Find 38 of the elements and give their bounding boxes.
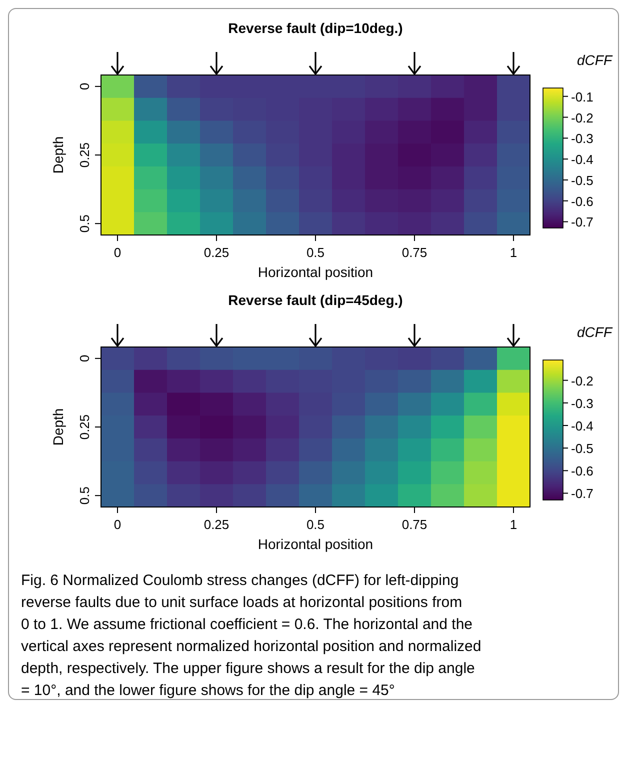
color-bar-label: -0.7: [571, 214, 594, 230]
color-bar-label: -0.2: [571, 110, 594, 126]
color-bar-label: -0.2: [571, 373, 594, 388]
color-bar-title: dCFF: [577, 324, 614, 340]
x-tick-label: 0.25: [204, 517, 230, 532]
x-tick-label: 0.5: [306, 245, 325, 260]
x-tick-label: 0.75: [402, 245, 428, 260]
caption: Fig. 6 Normalized Coulomb stress changes (dCFF) for left-dipping reverse faults due to unit surface loads at horizontal positions from 0 to 1. We assume frictional coefficient = 0.6. The horizontal and the vertical axes represent normalized horizontal position and normalized depth, respectively. The upper figure shows a result for the dip angle = 10°, and the lower figure shows for the dip angle = 45°: [21, 572, 482, 699]
x-tick-label: 0.5: [306, 517, 325, 532]
x-tick-label: 0.25: [204, 245, 230, 260]
color-bar-title: dCFF: [577, 52, 614, 68]
color-bar-label: -0.4: [571, 418, 594, 434]
color-bar-label: -0.3: [571, 396, 594, 411]
x-tick-label: 1: [510, 517, 518, 532]
color-bar-label: -0.6: [571, 194, 594, 209]
color-bar-label: -0.5: [571, 172, 594, 188]
x-tick-label: 0.75: [402, 517, 428, 532]
y-tick-label: 0: [77, 354, 92, 362]
y-axis-title: Depth: [50, 408, 66, 446]
y-axis-title: Depth: [50, 136, 66, 174]
color-bar-label: -0.3: [571, 131, 594, 146]
color-bar-label: -0.4: [571, 152, 594, 168]
y-tick-label: 0: [77, 82, 92, 90]
x-axis-title: Horizontal position: [258, 536, 374, 552]
chart-title: Reverse fault (dip=45deg.): [228, 292, 403, 308]
color-bar-label: -0.5: [571, 441, 594, 456]
y-tick-label: 0.25: [77, 414, 92, 440]
y-tick-label: 0.25: [77, 142, 92, 168]
x-axis-title: Horizontal position: [258, 264, 374, 280]
color-bar-label: -0.1: [571, 89, 594, 104]
x-tick-label: 0: [114, 517, 122, 532]
x-tick-label: 0: [114, 245, 122, 260]
x-tick-label: 1: [510, 245, 518, 260]
color-bar-label: -0.7: [571, 486, 594, 502]
y-tick-label: 0.5: [77, 486, 92, 505]
y-tick-label: 0.5: [77, 214, 92, 233]
color-bar-label: -0.6: [571, 464, 594, 479]
chart-title: Reverse fault (dip=10deg.): [228, 20, 403, 36]
